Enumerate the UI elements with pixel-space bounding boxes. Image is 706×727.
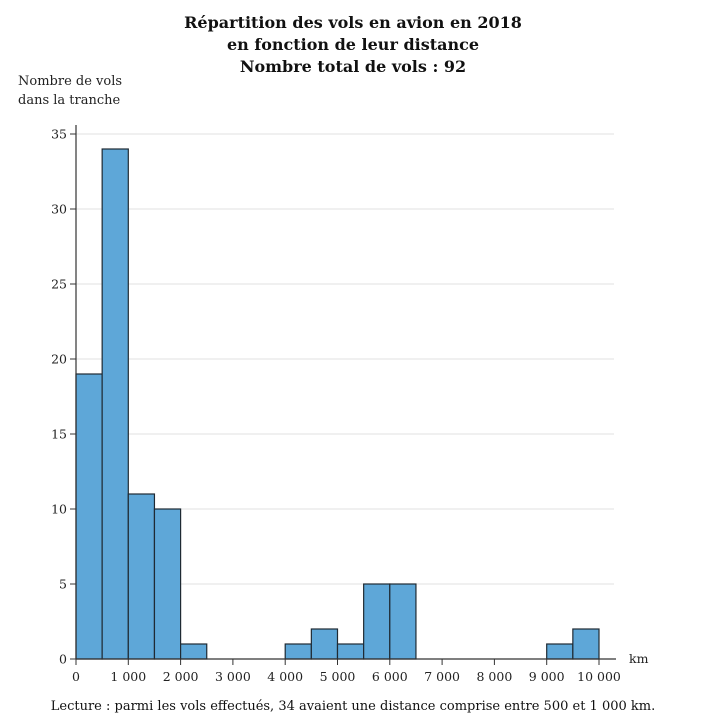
y-tick-label: 0 [59,652,67,667]
histogram-bar [572,628,600,660]
histogram-bar [336,643,365,660]
y-tick-label: 35 [51,127,67,142]
chart-title-line-1: Répartition des vols en avion en 2018 [184,13,522,32]
histogram-bar [180,643,208,660]
x-tick-label: 9 000 [529,669,565,684]
histogram-bar [389,583,417,660]
y-axis-label-line-1: Nombre de vols [18,74,123,89]
x-tick-label: 4 000 [267,669,303,684]
chart-title-line-3: Nombre total de vols : 92 [239,57,467,76]
x-tick-label: 0 [72,669,80,684]
tick-labels: 0 5 10 15 20 25 30 35 0 1 000 2 000 3 000 4 000 5 000… [51,127,648,685]
histogram-bar [75,373,103,660]
reading-note: Lecture : parmi les vols effectués, 34 a… [50,699,656,714]
x-tick-label: 7 000 [424,669,460,684]
x-tick-label: 6 000 [372,669,408,684]
y-axis-label: Nombre de vols dans la tranche [18,72,122,110]
x-tick-label: 3 000 [215,669,251,684]
y-tick-label: 20 [51,352,67,367]
y-tick-label: 10 [51,502,67,517]
histogram-bar [153,508,182,660]
x-tick-label: 10 000 [577,669,621,684]
y-tick-label: 25 [51,277,67,292]
histogram-bars [75,148,600,660]
histogram-bar [101,148,129,660]
x-tick-label: 5 000 [320,669,356,684]
histogram-bar [284,643,312,660]
y-tick-label: 15 [51,427,67,442]
axes [70,125,616,665]
y-axis-label-line-2: dans la tranche [18,93,121,108]
histogram-bar [127,493,156,660]
chart-title-line-2: en fonction de leur distance [226,35,480,54]
x-tick-label: 8 000 [477,669,513,684]
y-tick-label: 5 [59,577,67,592]
histogram-bar [363,583,391,660]
histogram-bar [546,643,574,660]
x-tick-label: 1 000 [110,669,146,684]
histogram-bar [310,628,339,660]
x-tick-label: 2 000 [163,669,199,684]
y-tick-label: 30 [51,202,67,217]
chart-title: Répartition des vols en avion en 2018 en… [0,12,706,78]
x-axis-unit: km [629,651,649,666]
